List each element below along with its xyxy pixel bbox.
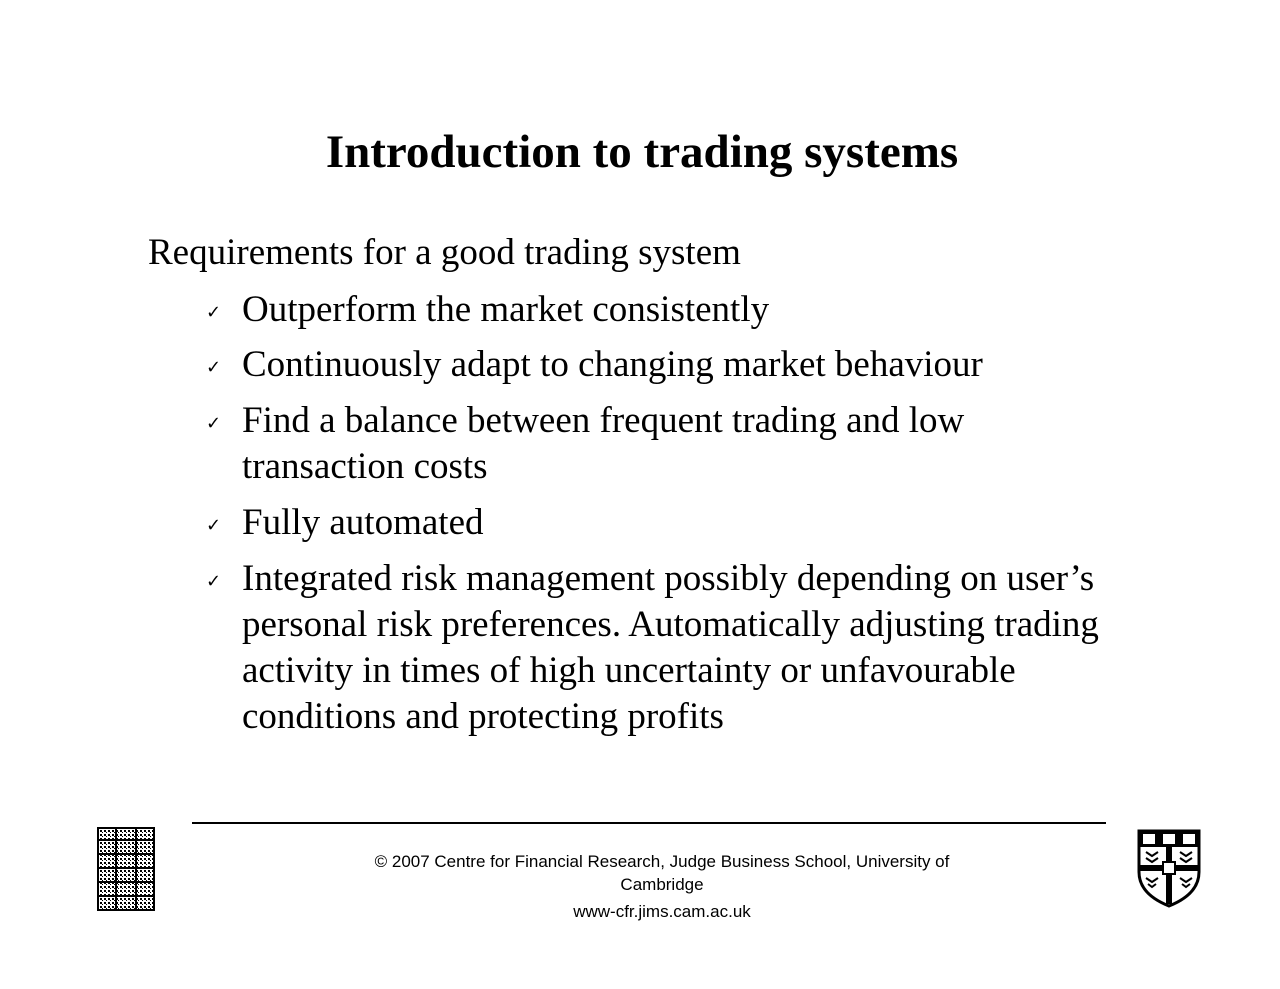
bullet-text: Integrated risk management possibly depe… (242, 558, 1095, 599)
footer-copyright-line2: Cambridge (620, 875, 704, 894)
university-of-cambridge-crest-icon (1137, 829, 1201, 908)
judge-business-school-logo-icon (97, 827, 155, 911)
list-item: ✓ Continuously adapt to changing market … (206, 342, 983, 388)
footer-divider (192, 822, 1106, 824)
bullet-text: Find a balance between frequent trading … (242, 400, 965, 441)
bullet-text: personal risk preferences. Automatically… (242, 604, 1099, 645)
bullet-text: Outperform the market consistently (242, 289, 770, 330)
footer-url: www-cfr.jims.cam.ac.uk (573, 902, 751, 921)
footer-copyright-line1: © 2007 Centre for Financial Research, Ju… (374, 852, 950, 871)
list-item: ✓ Fully automated (206, 500, 484, 546)
check-mark-icon: ✓ (206, 413, 222, 434)
bullet-text: Fully automated (242, 502, 484, 543)
intro-text: Requirements for a good trading system (148, 232, 741, 273)
list-item: ✓ Find a balance between frequent tradin… (206, 398, 965, 490)
list-item: ✓ Outperform the market consistently (206, 287, 770, 333)
footer: © 2007 Centre for Financial Research, Ju… (262, 850, 1062, 923)
bullet-text: transaction costs (242, 446, 488, 487)
list-item: ✓ Integrated risk management possibly de… (206, 556, 1099, 740)
check-mark-icon: ✓ (206, 357, 222, 378)
check-mark-icon: ✓ (206, 302, 222, 323)
check-mark-icon: ✓ (206, 515, 222, 536)
slide-title: Introduction to trading systems (325, 126, 959, 178)
bullet-text: conditions and protecting profits (242, 696, 724, 737)
bullet-text: Continuously adapt to changing market be… (242, 344, 983, 385)
bullet-text: activity in times of high uncertainty or… (242, 650, 1016, 691)
check-mark-icon: ✓ (206, 571, 222, 592)
